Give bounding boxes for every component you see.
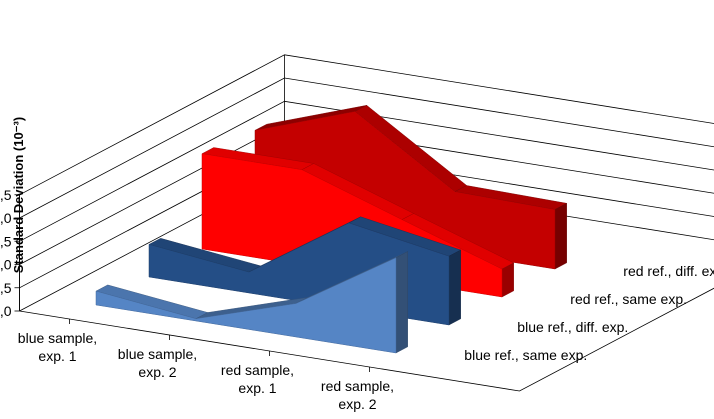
y-tick-label: 1,5: [0, 233, 12, 249]
y-tick-label: 2,0: [0, 210, 12, 226]
y-tick-label: 1,0: [0, 257, 12, 273]
x-tick-label-line: blue sample,: [118, 346, 197, 362]
ribbon-end: [396, 252, 408, 354]
chart-series: [96, 105, 567, 353]
x-tick-label-line: exp. 2: [338, 396, 376, 412]
x-tick-label-line: exp. 2: [138, 364, 176, 380]
ribbon-end: [555, 203, 567, 269]
x-tick-label-line: exp. 1: [238, 380, 276, 396]
series-label: red ref., diff. exp.: [623, 263, 714, 279]
series-label: blue ref., diff. exp.: [517, 319, 628, 335]
y-tick-label: 0,5: [0, 280, 12, 296]
y-tick-label: 0,0: [0, 303, 12, 319]
ribbon-end: [502, 263, 514, 297]
y-axis-title: Standard Deviation (10⁻³): [11, 117, 26, 273]
x-tick-label: blue sample, exp. 1: [18, 330, 97, 364]
x-tick-label-line: red sample,: [221, 362, 294, 378]
x-tick-label-line: red sample,: [321, 378, 394, 394]
ribbon-end: [449, 250, 461, 325]
x-tick-label: red sample, exp. 1: [221, 362, 294, 396]
x-tick-label-line: blue sample,: [18, 330, 97, 346]
series-label: red ref., same exp.: [570, 291, 687, 307]
x-tick-label: red sample, exp. 2: [321, 378, 394, 412]
y-tick-label: 2,5: [0, 187, 12, 203]
x-tick-label-line: exp. 1: [38, 348, 76, 364]
series-label: blue ref., same exp.: [464, 347, 587, 363]
x-tick-label: blue sample, exp. 2: [118, 346, 197, 380]
